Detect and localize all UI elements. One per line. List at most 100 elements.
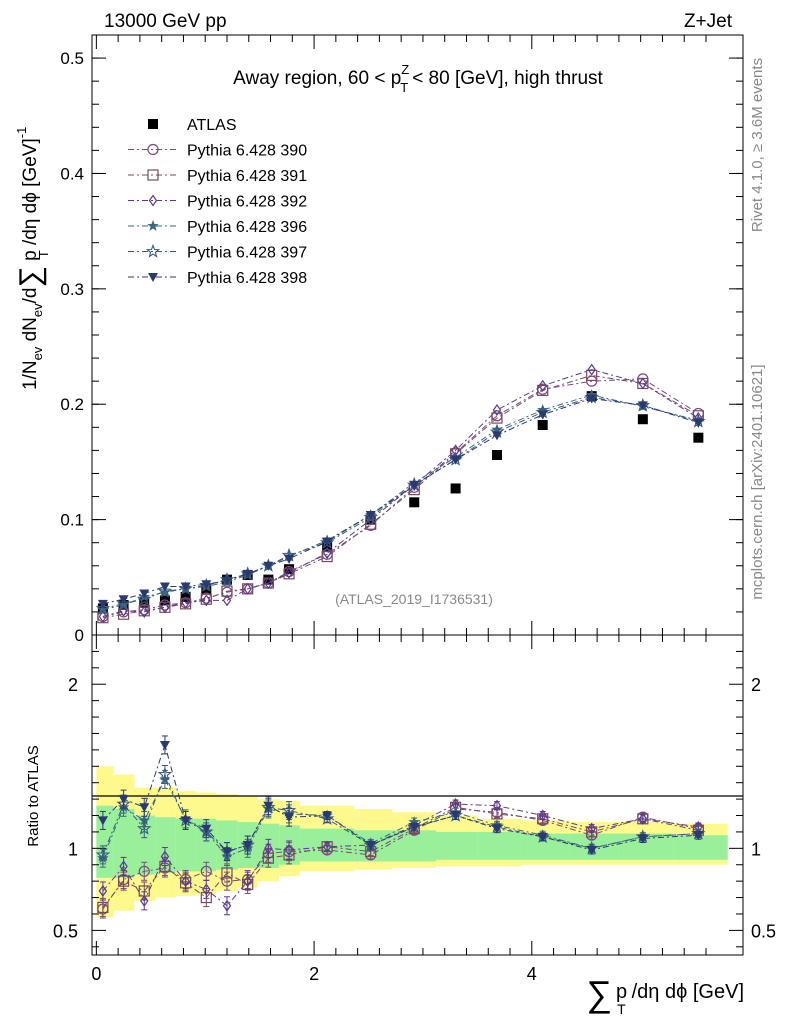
ratio-point — [119, 860, 128, 873]
ratio-y-tick-label-right: 2 — [751, 675, 761, 695]
legend-marker — [145, 243, 161, 258]
ylabel-dN: dN — [20, 317, 41, 347]
data-point — [637, 401, 648, 411]
data-point — [139, 589, 150, 599]
data-point — [201, 580, 212, 590]
series-6 — [97, 394, 704, 609]
ratio-point — [365, 841, 376, 851]
ratio-point — [200, 865, 212, 877]
ratio-point — [136, 820, 152, 835]
data-point — [637, 414, 648, 425]
data-point — [118, 595, 129, 605]
band-stat — [134, 815, 156, 875]
title-sup: Z — [401, 62, 409, 77]
ratio-point — [322, 811, 333, 821]
data-point — [136, 591, 152, 606]
data-point — [263, 561, 274, 571]
data-point — [409, 497, 420, 508]
ratio-point — [284, 813, 295, 823]
x-tick-label: 2 — [309, 964, 319, 984]
series-0 — [97, 391, 704, 614]
data-point — [140, 605, 149, 618]
ratio-point — [284, 843, 294, 857]
legend-marker — [148, 273, 158, 282]
band-stat — [195, 818, 217, 872]
legend-marker — [148, 194, 158, 207]
data-point — [693, 418, 704, 428]
ylabel-tail: /dη dϕ [GeV] — [20, 138, 41, 250]
main-ylabel: 1/Nev dNev/d∑ pT /dη dϕ [GeV]-1 — [14, 127, 51, 390]
ratio-point — [491, 824, 502, 834]
data-point — [586, 375, 598, 387]
data-point — [202, 594, 211, 607]
ratio-point — [638, 812, 648, 825]
data-point — [586, 394, 597, 404]
ratio-point — [450, 811, 461, 821]
series-line — [102, 394, 699, 611]
ratio-point — [157, 766, 173, 781]
ratio-point — [693, 831, 704, 841]
data-point — [491, 412, 503, 424]
ratio-point — [538, 809, 547, 822]
analysis-label: (ATLAS_2019_I1736531) — [335, 591, 493, 607]
legend-label: ATLAS — [187, 117, 237, 134]
ratio-point — [201, 824, 212, 834]
ylabel-sum: ∑ — [14, 266, 47, 287]
series-line — [102, 378, 699, 617]
data-point — [284, 566, 294, 579]
data-point — [537, 404, 549, 415]
series-line — [102, 396, 699, 609]
y-tick-label: 0.3 — [60, 280, 84, 299]
ratio-point — [637, 834, 648, 844]
legend-label: Pythia 6.428 390 — [187, 143, 307, 160]
data-point — [242, 569, 253, 579]
ylabel-sub-T: T — [36, 250, 51, 258]
ratio-point — [139, 803, 150, 813]
data-point — [491, 450, 502, 460]
legend-marker — [148, 119, 158, 129]
data-point — [586, 389, 598, 400]
legend-label: Pythia 6.428 398 — [187, 270, 307, 287]
data-point — [95, 600, 111, 615]
series-line — [102, 374, 699, 619]
band-stat — [175, 818, 196, 872]
title-sub: T — [400, 80, 408, 95]
ratio-point — [587, 822, 596, 835]
ratio-point — [159, 740, 170, 750]
data-point — [587, 363, 596, 376]
data-point — [537, 410, 548, 420]
header-process: 13000 GeV pp — [104, 11, 227, 32]
data-point — [159, 586, 171, 598]
ylabel-sub-ev: ev — [30, 346, 45, 360]
data-point — [97, 599, 108, 609]
ratio-y-tick-label-right: 1 — [751, 839, 761, 859]
data-point — [243, 582, 252, 595]
ratio-point — [140, 894, 149, 907]
legend: ATLAS Pythia 6.428 390 Pythia 6.428 391 Pyt… — [128, 117, 307, 287]
data-point — [450, 483, 461, 494]
legend-marker — [147, 220, 159, 231]
data-point — [409, 481, 420, 490]
data-point — [365, 511, 376, 520]
data-point — [693, 432, 704, 443]
legend-marker — [147, 143, 159, 156]
mcplots-label: mcplots.cern.ch [arXiv:2401.10621] — [749, 364, 766, 599]
ratio-y-tick-label: 0.5 — [53, 921, 78, 941]
ratio-point — [97, 816, 108, 826]
ratio-point — [221, 867, 233, 879]
legend-label: Pythia 6.428 391 — [187, 168, 307, 185]
ylabel-d: /d — [20, 288, 41, 304]
data-point — [537, 420, 548, 430]
series-5 — [95, 389, 706, 615]
data-point — [98, 610, 108, 623]
ratio-point — [264, 842, 273, 855]
ylabel-1N: 1/N — [20, 360, 41, 390]
ratio-bands — [96, 766, 728, 918]
band-stat — [477, 831, 521, 860]
legend-label: Pythia 6.428 397 — [187, 245, 307, 262]
data-point — [450, 455, 461, 465]
main-plot: 00.10.20.30.40.5 Away region, 60 < pZ T < … — [14, 34, 744, 645]
ratio-point — [222, 899, 232, 912]
data-point — [492, 403, 502, 417]
data-point — [160, 601, 170, 614]
